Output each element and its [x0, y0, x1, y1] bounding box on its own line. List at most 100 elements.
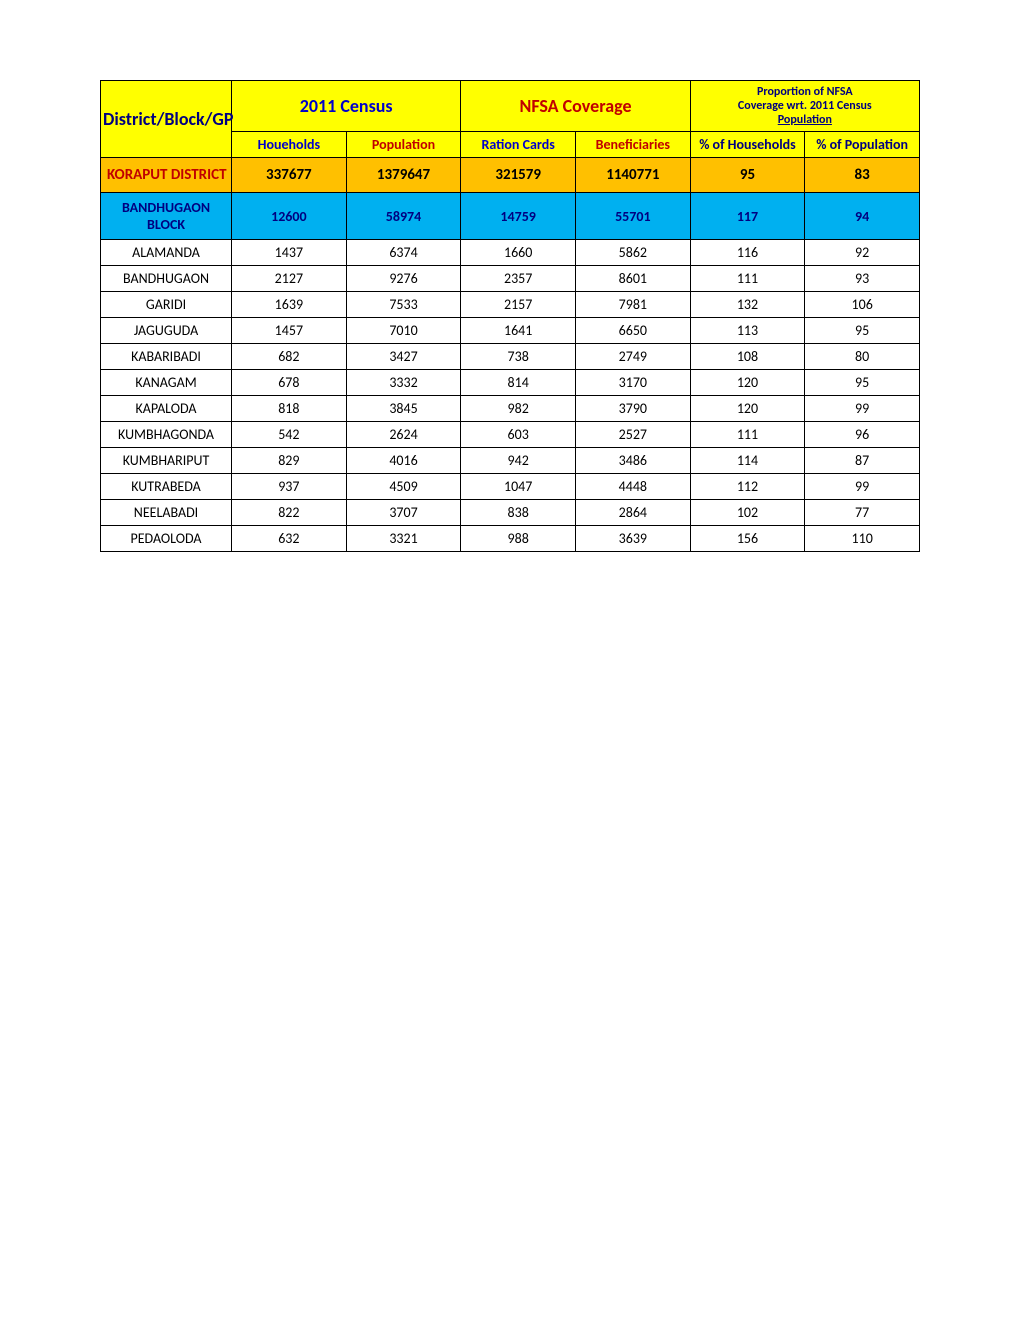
cell-hh: 542	[232, 422, 347, 448]
cell-ppop: 93	[805, 266, 920, 292]
cell-pop: 3332	[346, 370, 461, 396]
cell-hh: 822	[232, 500, 347, 526]
cell-phh: 108	[690, 344, 805, 370]
block-hh: 12600	[232, 193, 347, 240]
page-container: District/Block/GP 2011 Census NFSA Cover…	[0, 0, 1020, 552]
cell-ben: 2527	[576, 422, 691, 448]
cell-ben: 6650	[576, 318, 691, 344]
cell-pop: 3845	[346, 396, 461, 422]
cell-ppop: 95	[805, 370, 920, 396]
cell-hh: 2127	[232, 266, 347, 292]
sub-pct-households: % of Households	[690, 132, 805, 158]
cell-name: ALAMANDA	[101, 240, 232, 266]
cell-pop: 3427	[346, 344, 461, 370]
cell-phh: 112	[690, 474, 805, 500]
cell-rc: 814	[461, 370, 576, 396]
cell-hh: 1457	[232, 318, 347, 344]
cell-ppop: 99	[805, 396, 920, 422]
cell-phh: 102	[690, 500, 805, 526]
cell-name: PEDAOLODA	[101, 526, 232, 552]
cell-ppop: 96	[805, 422, 920, 448]
cell-phh: 132	[690, 292, 805, 318]
cell-rc: 838	[461, 500, 576, 526]
cell-name: NEELABADI	[101, 500, 232, 526]
cell-ben: 3170	[576, 370, 691, 396]
table-header: District/Block/GP 2011 Census NFSA Cover…	[101, 81, 920, 158]
hdr-2011-census: 2011 Census	[232, 81, 461, 132]
sub-ration-cards: Ration Cards	[461, 132, 576, 158]
table-row: ALAMANDA143763741660586211692	[101, 240, 920, 266]
cell-phh: 116	[690, 240, 805, 266]
cell-name: KANAGAM	[101, 370, 232, 396]
cell-ppop: 80	[805, 344, 920, 370]
cell-ppop: 99	[805, 474, 920, 500]
table-row: BANDHUGAON212792762357860111193	[101, 266, 920, 292]
district-row: KORAPUT DISTRICT 337677 1379647 321579 1…	[101, 158, 920, 193]
cell-rc: 738	[461, 344, 576, 370]
cell-rc: 982	[461, 396, 576, 422]
cell-ppop: 92	[805, 240, 920, 266]
block-ben: 55701	[576, 193, 691, 240]
table-body: KORAPUT DISTRICT 337677 1379647 321579 1…	[101, 158, 920, 552]
block-rc: 14759	[461, 193, 576, 240]
district-name: KORAPUT DISTRICT	[101, 158, 232, 193]
cell-pop: 4016	[346, 448, 461, 474]
cell-hh: 937	[232, 474, 347, 500]
cell-phh: 111	[690, 422, 805, 448]
hdr-prop-line3: Population	[778, 113, 832, 127]
cell-hh: 1437	[232, 240, 347, 266]
cell-rc: 2357	[461, 266, 576, 292]
cell-rc: 603	[461, 422, 576, 448]
district-rc: 321579	[461, 158, 576, 193]
cell-name: JAGUGUDA	[101, 318, 232, 344]
district-hh: 337677	[232, 158, 347, 193]
cell-name: GARIDI	[101, 292, 232, 318]
cell-ppop: 87	[805, 448, 920, 474]
cell-name: BANDHUGAON	[101, 266, 232, 292]
cell-name: KABARIBADI	[101, 344, 232, 370]
district-phh: 95	[690, 158, 805, 193]
cell-ben: 4448	[576, 474, 691, 500]
cell-name: KUMBHARIPUT	[101, 448, 232, 474]
table-row: KANAGAM6783332814317012095	[101, 370, 920, 396]
block-ppop: 94	[805, 193, 920, 240]
cell-hh: 678	[232, 370, 347, 396]
block-name: BANDHUGAON BLOCK	[101, 193, 232, 240]
cell-phh: 120	[690, 370, 805, 396]
hdr-prop-line1: Proportion of NFSA	[757, 85, 853, 99]
block-phh: 117	[690, 193, 805, 240]
district-ben: 1140771	[576, 158, 691, 193]
cell-ppop: 95	[805, 318, 920, 344]
cell-ben: 2749	[576, 344, 691, 370]
cell-rc: 1641	[461, 318, 576, 344]
cell-phh: 111	[690, 266, 805, 292]
cell-rc: 1660	[461, 240, 576, 266]
hdr-prop-line2: Coverage wrt. 2011 Census	[738, 99, 872, 113]
district-ppop: 83	[805, 158, 920, 193]
table-row: PEDAOLODA63233219883639156110	[101, 526, 920, 552]
cell-ppop: 77	[805, 500, 920, 526]
sub-pct-population: % of Population	[805, 132, 920, 158]
block-pop: 58974	[346, 193, 461, 240]
table-row: KUMBHARIPUT8294016942348611487	[101, 448, 920, 474]
cell-pop: 7533	[346, 292, 461, 318]
cell-pop: 3321	[346, 526, 461, 552]
cell-phh: 156	[690, 526, 805, 552]
cell-rc: 1047	[461, 474, 576, 500]
cell-hh: 682	[232, 344, 347, 370]
table-row: NEELABADI8223707838286410277	[101, 500, 920, 526]
cell-rc: 988	[461, 526, 576, 552]
cell-ppop: 110	[805, 526, 920, 552]
cell-ben: 5862	[576, 240, 691, 266]
table-row: KUTRABEDA93745091047444811299	[101, 474, 920, 500]
cell-ppop: 106	[805, 292, 920, 318]
cell-pop: 2624	[346, 422, 461, 448]
cell-phh: 113	[690, 318, 805, 344]
table-row: KAPALODA8183845982379012099	[101, 396, 920, 422]
table-row: KUMBHAGONDA5422624603252711196	[101, 422, 920, 448]
table-row: KABARIBADI6823427738274910880	[101, 344, 920, 370]
sub-beneficiaries: Beneficiaries	[576, 132, 691, 158]
hdr-nfsa-coverage: NFSA Coverage	[461, 81, 690, 132]
cell-pop: 3707	[346, 500, 461, 526]
cell-ben: 3639	[576, 526, 691, 552]
